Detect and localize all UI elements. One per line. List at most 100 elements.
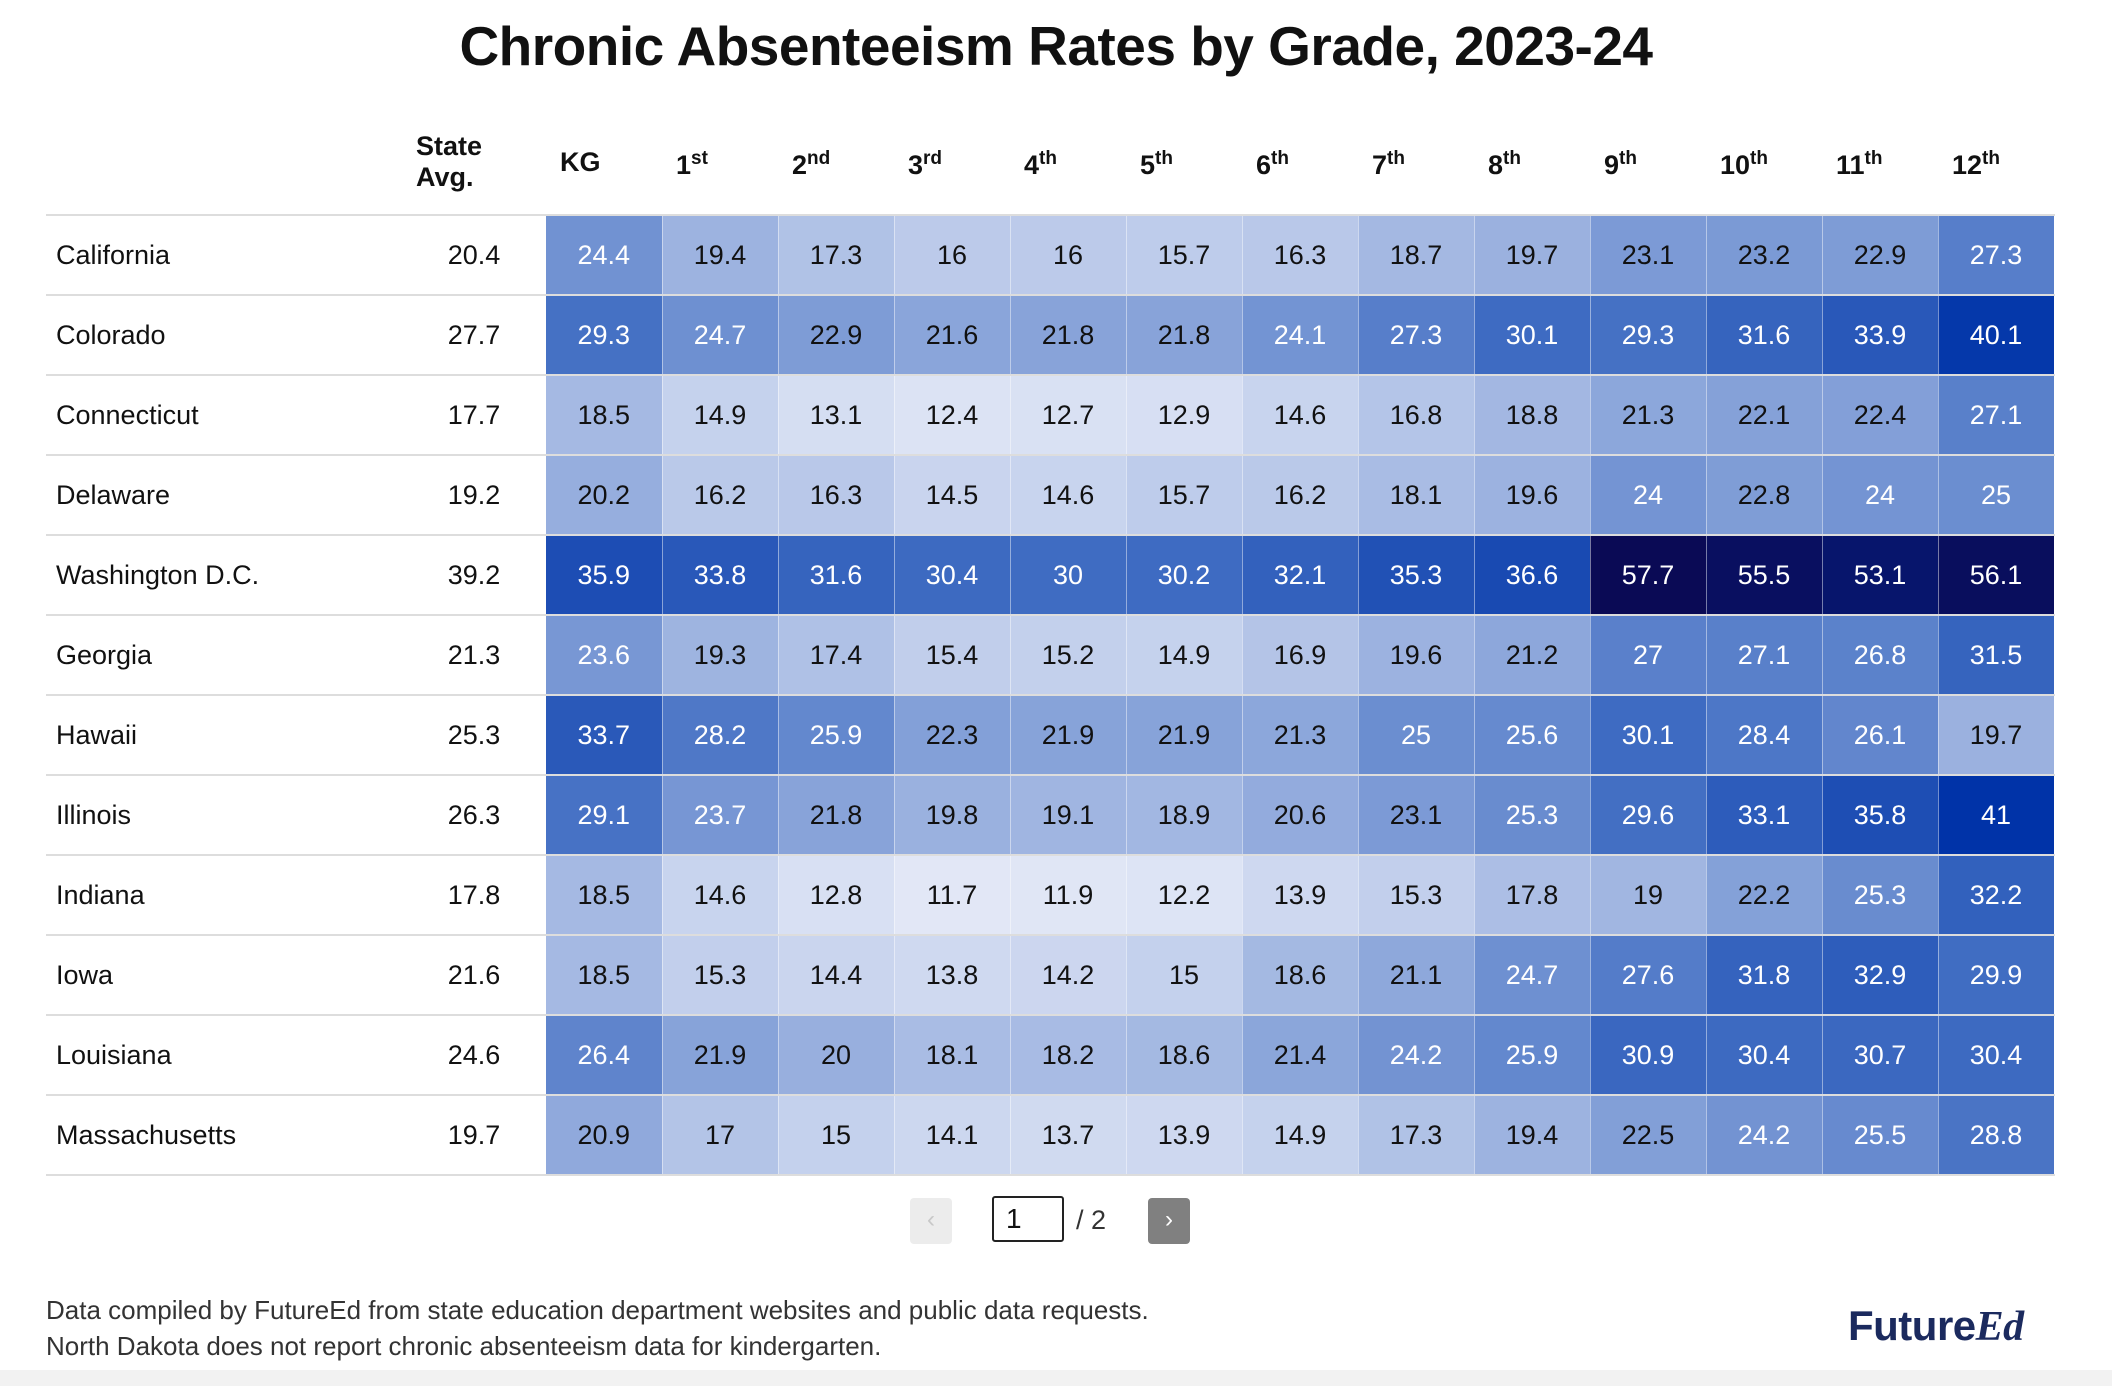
- grade-label: 1: [676, 150, 692, 180]
- heatmap-cell-12th: 32.2: [1938, 855, 2055, 936]
- grade-label: 4: [1024, 150, 1040, 180]
- column-header-grade-10: 10th: [1706, 110, 1822, 216]
- heatmap-cell-5th: 15.7: [1126, 455, 1243, 536]
- column-header-grade-5: 5th: [1126, 110, 1242, 216]
- state-name: Louisiana: [46, 1015, 402, 1096]
- heatmap-cell-9th: 21.3: [1590, 375, 1707, 456]
- column-header-grade-1: 1st: [662, 110, 778, 216]
- page-number-input[interactable]: [992, 1196, 1064, 1242]
- heatmap-cell-11th: 22.4: [1822, 375, 1939, 456]
- heatmap-cell-8th: 21.2: [1474, 615, 1591, 696]
- heatmap-cell-2nd: 16.3: [778, 455, 895, 536]
- state-name: Connecticut: [46, 375, 402, 456]
- heatmap-cell-1st: 17: [662, 1095, 779, 1176]
- heatmap-cell-10th: 28.4: [1706, 695, 1823, 776]
- state-name: Delaware: [46, 455, 402, 536]
- logo-text-future: Future: [1848, 1302, 1976, 1349]
- state-average: 21.6: [402, 935, 546, 1016]
- heatmap-cell-2nd: 25.9: [778, 695, 895, 776]
- heatmap-cell-5th: 30.2: [1126, 535, 1243, 616]
- table-row-iowa: Iowa 21.6 18.5 15.3 14.4 13.8 14.2 15 18.6 21.1 24…: [46, 935, 2055, 1016]
- heatmap-cell-9th: 30.1: [1590, 695, 1707, 776]
- column-header-grade-9: 9th: [1590, 110, 1706, 216]
- heatmap-cell-3rd: 18.1: [894, 1015, 1011, 1096]
- heatmap-cell-12th: 25: [1938, 455, 2055, 536]
- heatmap-cell-7th: 18.7: [1358, 215, 1475, 296]
- heatmap-cell-12th: 19.7: [1938, 695, 2055, 776]
- futureed-logo[interactable]: FutureEd: [1848, 1302, 2024, 1351]
- heatmap-cell-11th: 35.8: [1822, 775, 1939, 856]
- column-header-grade-kg: KG: [546, 110, 662, 216]
- grade-suffix: nd: [807, 148, 831, 169]
- heatmap-cell-8th: 17.8: [1474, 855, 1591, 936]
- table-row-california: California 20.4 24.4 19.4 17.3 16 16 15.7 16.3 18…: [46, 215, 2055, 296]
- heatmap-cell-2nd: 14.4: [778, 935, 895, 1016]
- heatmap-cell-8th: 19.4: [1474, 1095, 1591, 1176]
- heatmap-cell-11th: 53.1: [1822, 535, 1939, 616]
- grade-label: 11: [1836, 150, 1865, 180]
- grade-suffix: th: [1039, 148, 1057, 169]
- heatmap-cell-2nd: 20: [778, 1015, 895, 1096]
- heatmap-cell-11th: 26.8: [1822, 615, 1939, 696]
- heatmap-cell-8th: 19.7: [1474, 215, 1591, 296]
- state-name: California: [46, 215, 402, 296]
- heatmap-cell-12th: 27.1: [1938, 375, 2055, 456]
- heatmap-cell-1st: 19.3: [662, 615, 779, 696]
- heatmap-cell-12th: 27.3: [1938, 215, 2055, 296]
- heatmap-cell-kg: 18.5: [546, 375, 663, 456]
- footnote-source: Data compiled by FutureEd from state edu…: [46, 1295, 1149, 1325]
- header-row: State Avg. KG 1st 2nd 3rd 4th 5th 6th 7th 8th 9th…: [46, 110, 2054, 216]
- heatmap-cell-10th: 30.4: [1706, 1015, 1823, 1096]
- heatmap-cell-11th: 25.5: [1822, 1095, 1939, 1176]
- column-header-grade-6: 6th: [1242, 110, 1358, 216]
- heatmap-cell-12th: 31.5: [1938, 615, 2055, 696]
- heatmap-cell-8th: 25.6: [1474, 695, 1591, 776]
- column-header-state-avg: State Avg.: [402, 110, 546, 216]
- grade-suffix: th: [1503, 148, 1521, 169]
- state-name: Georgia: [46, 615, 402, 696]
- grade-label: 5: [1140, 150, 1156, 180]
- next-page-button[interactable]: ›: [1148, 1198, 1190, 1244]
- heatmap-cell-kg: 24.4: [546, 215, 663, 296]
- previous-page-button[interactable]: ‹: [910, 1198, 952, 1244]
- heatmap-cell-2nd: 15: [778, 1095, 895, 1176]
- heatmap-cell-12th: 41: [1938, 775, 2055, 856]
- heatmap-cell-9th: 24: [1590, 455, 1707, 536]
- heatmap-cell-2nd: 22.9: [778, 295, 895, 376]
- heatmap-cell-8th: 25.9: [1474, 1015, 1591, 1096]
- heatmap-cell-5th: 21.8: [1126, 295, 1243, 376]
- heatmap-cell-kg: 20.9: [546, 1095, 663, 1176]
- heatmap-cell-6th: 20.6: [1242, 775, 1359, 856]
- chevron-right-icon: ›: [1165, 1206, 1173, 1233]
- heatmap-cell-1st: 24.7: [662, 295, 779, 376]
- grade-suffix: th: [1619, 148, 1637, 169]
- state-name: Indiana: [46, 855, 402, 936]
- state-average: 17.7: [402, 375, 546, 456]
- heatmap-cell-6th: 24.1: [1242, 295, 1359, 376]
- heatmap-cell-12th: 30.4: [1938, 1015, 2055, 1096]
- state-average: 24.6: [402, 1015, 546, 1096]
- heatmap-cell-7th: 19.6: [1358, 615, 1475, 696]
- heatmap-cell-5th: 12.2: [1126, 855, 1243, 936]
- heatmap-cell-8th: 19.6: [1474, 455, 1591, 536]
- heatmap-cell-9th: 23.1: [1590, 215, 1707, 296]
- heatmap-cell-kg: 18.5: [546, 935, 663, 1016]
- heatmap-cell-2nd: 31.6: [778, 535, 895, 616]
- heatmap-cell-6th: 32.1: [1242, 535, 1359, 616]
- heatmap-cell-10th: 22.1: [1706, 375, 1823, 456]
- heatmap-cell-4th: 14.2: [1010, 935, 1127, 1016]
- state-avg-label-line1: State: [416, 131, 483, 161]
- heatmap-cell-4th: 15.2: [1010, 615, 1127, 696]
- column-header-grade-2: 2nd: [778, 110, 894, 216]
- column-header-grade-11: 11th: [1822, 110, 1938, 216]
- heatmap-cell-7th: 21.1: [1358, 935, 1475, 1016]
- state-average: 27.7: [402, 295, 546, 376]
- heatmap-cell-9th: 29.3: [1590, 295, 1707, 376]
- heatmap-cell-kg: 23.6: [546, 615, 663, 696]
- grade-label: 8: [1488, 150, 1504, 180]
- heatmap-cell-9th: 27.6: [1590, 935, 1707, 1016]
- chart-title: Chronic Absenteeism Rates by Grade, 2023…: [459, 15, 1653, 77]
- heatmap-cell-10th: 31.8: [1706, 935, 1823, 1016]
- table-row-connecticut: Connecticut 17.7 18.5 14.9 13.1 12.4 12.7 12.9 1…: [46, 375, 2055, 456]
- heatmap-cell-9th: 22.5: [1590, 1095, 1707, 1176]
